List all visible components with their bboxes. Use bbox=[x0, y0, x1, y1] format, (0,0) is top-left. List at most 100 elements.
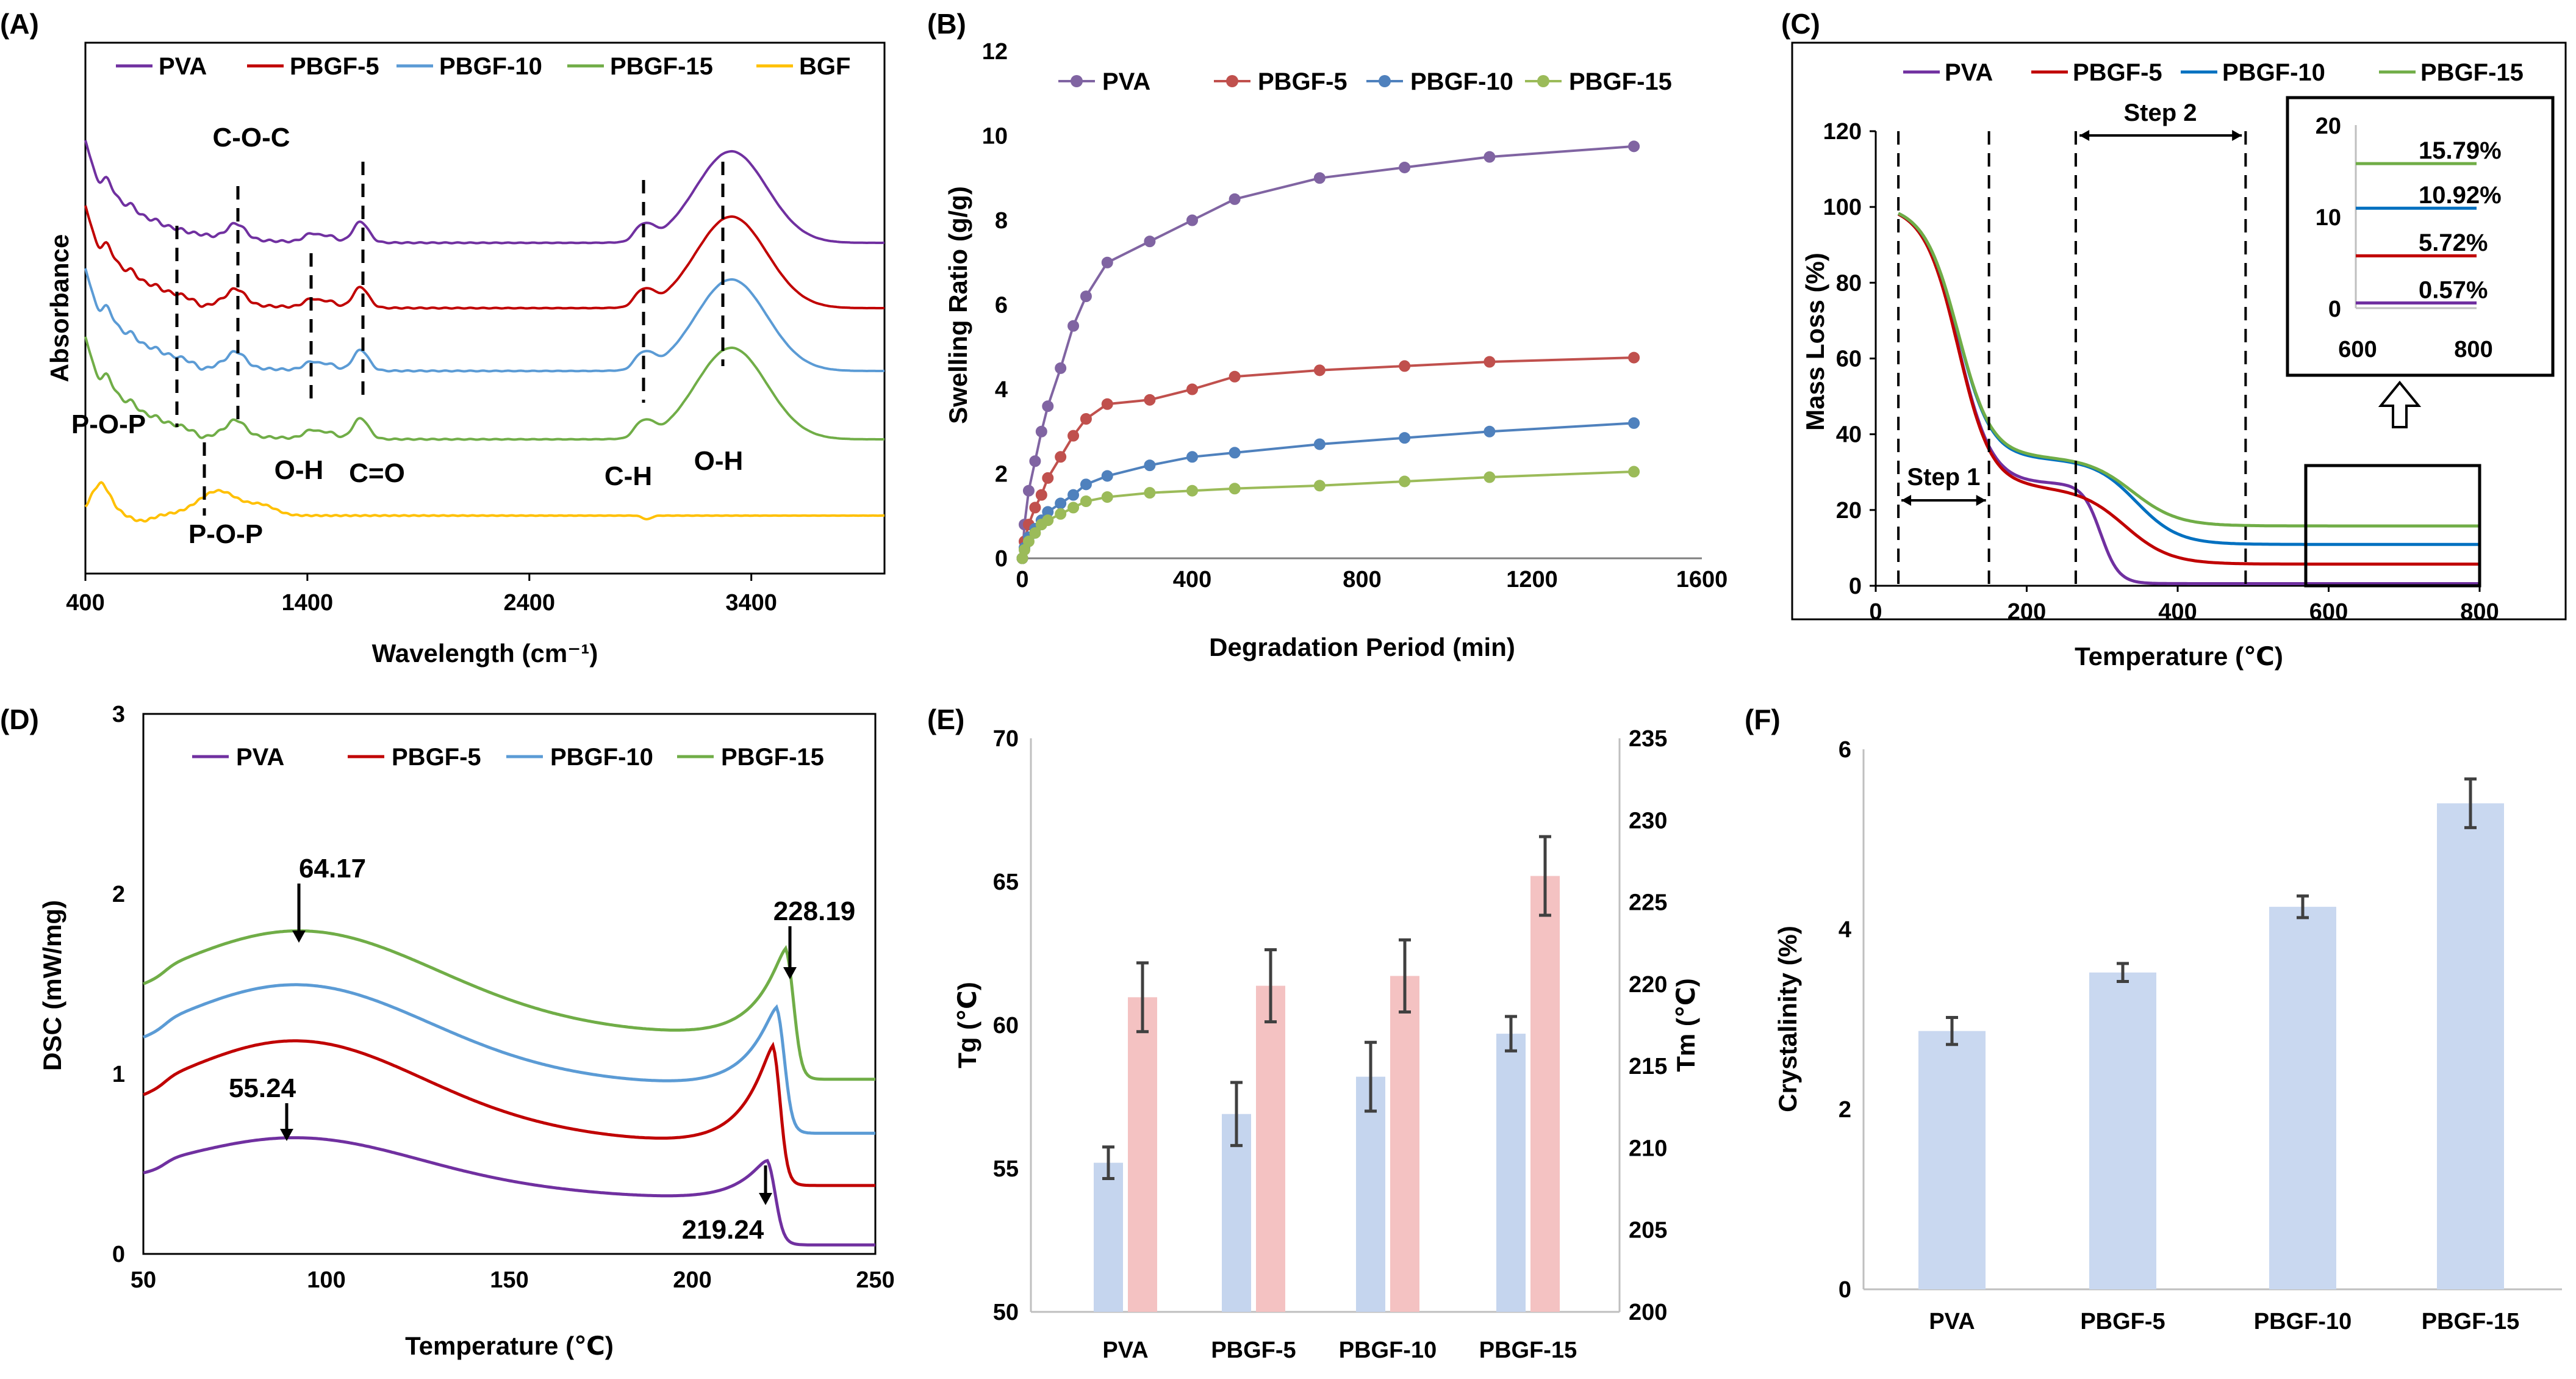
panel-a-legend-label: PVA bbox=[159, 53, 207, 80]
panel-a: (A) 400 1400 2400 3400 PVA PBGF-5 PBGF-10 PBGF… bbox=[0, 8, 886, 668]
panel-e-category-label: PBGF-10 bbox=[1339, 1338, 1437, 1363]
panel-b-y-tick-label: 0 bbox=[995, 546, 1008, 572]
panel-c-legend-label: PVA bbox=[1945, 59, 1993, 86]
panel-e-tg-bar bbox=[1496, 1034, 1526, 1312]
panel-a-legend-label: PBGF-5 bbox=[290, 53, 379, 80]
panel-e-bars: PVA PBGF-5 PBGF-10 PBGF-15 bbox=[1094, 835, 1577, 1363]
panel-f-y-tick-label: 4 bbox=[1839, 917, 1851, 943]
panel-c-inset-x-tick-label: 800 bbox=[2454, 337, 2492, 362]
panel-b-y-tick-label: 2 bbox=[995, 462, 1008, 488]
panel-c-legend: PVA PBGF-5 PBGF-10 PBGF-15 bbox=[1903, 59, 2524, 86]
panel-d-legend: PVA PBGF-5 PBGF-10 PBGF-15 bbox=[192, 744, 824, 771]
panel-b-point bbox=[1628, 351, 1640, 364]
panel-c-y-tick-label: 40 bbox=[1836, 422, 1862, 448]
panel-b-x-tick-label: 1600 bbox=[1676, 567, 1728, 592]
panel-e-y-axis-label: Tg (℃) bbox=[953, 982, 981, 1068]
panel-b-ticks: 0 400 800 1200 1600 0 2 4 6 8 10 12 bbox=[982, 39, 1728, 592]
panel-c-curve-pbgf-15 bbox=[1898, 212, 2478, 528]
panel-c-y-axis-label: Mass Loss (%) bbox=[1801, 253, 1829, 431]
panel-c-zoom-arrow-icon bbox=[2378, 380, 2422, 428]
panel-e-category-label: PBGF-15 bbox=[1479, 1338, 1577, 1363]
panel-b-point bbox=[1229, 447, 1241, 459]
panel-d-arrow-head bbox=[783, 967, 797, 979]
panel-b-point bbox=[1186, 383, 1198, 395]
panel-a-annotations: C-O-C P-O-P O-H C=O C-H O-H P-O-P bbox=[71, 123, 743, 549]
panel-b-legend-marker bbox=[1071, 75, 1083, 87]
panel-b-point bbox=[1628, 140, 1640, 153]
panel-b-point bbox=[1022, 484, 1035, 497]
panel-a-curve-pbgf-5 bbox=[84, 205, 884, 310]
panel-c-x-tick-label: 600 bbox=[2309, 599, 2348, 625]
panel-b-point bbox=[1144, 394, 1156, 406]
panel-e-y2-tick-label: 210 bbox=[1629, 1136, 1667, 1161]
panel-f-bar bbox=[2437, 803, 2504, 1289]
panel-c-inset-y-tick-label: 0 bbox=[2328, 297, 2341, 322]
panel-b-y-tick-label: 10 bbox=[982, 124, 1008, 149]
panel-f-bar bbox=[2089, 972, 2156, 1289]
panel-b-point bbox=[1029, 455, 1041, 467]
panel-c-y-tick-label: 80 bbox=[1836, 270, 1862, 296]
panel-b-legend: PVA PBGF-5 PBGF-10 PBGF-15 bbox=[1058, 68, 1672, 95]
panel-e-y2-tick-label: 215 bbox=[1629, 1054, 1667, 1079]
panel-e-group-pbgf-10: PBGF-10 bbox=[1339, 938, 1437, 1363]
panel-d-x-tick-label: 50 bbox=[131, 1267, 156, 1293]
panel-c-legend-label: PBGF-15 bbox=[2420, 59, 2524, 86]
panel-a-curve-pbgf-15 bbox=[84, 336, 884, 441]
panel-b-line bbox=[1021, 356, 1634, 559]
panel-e-y2-tick-label: 235 bbox=[1629, 726, 1667, 752]
panel-b-legend-label: PVA bbox=[1102, 68, 1150, 95]
panel-e-label: (E) bbox=[927, 704, 964, 735]
panel-d-legend-label: PVA bbox=[236, 744, 284, 771]
panel-f-group-pbgf-15: PBGF-15 bbox=[2422, 777, 2519, 1334]
panel-a-x-tick-label: 1400 bbox=[282, 590, 334, 616]
panel-b-point bbox=[1067, 489, 1080, 501]
panel-c-y-tick-label: 120 bbox=[1823, 119, 1862, 145]
panel-c-arrow-head bbox=[2079, 130, 2090, 141]
panel-c-legend-label: PBGF-5 bbox=[2073, 59, 2162, 86]
panel-c-step2-label: Step 2 bbox=[2124, 99, 2197, 126]
panel-b-point bbox=[1067, 430, 1080, 442]
panel-b-point bbox=[1484, 471, 1496, 483]
panel-e-tm-bar bbox=[1530, 876, 1560, 1312]
panel-b-point bbox=[1229, 483, 1241, 495]
panel-e-y2-tick-label: 230 bbox=[1629, 808, 1667, 834]
panel-e-group-pva: PVA bbox=[1094, 961, 1157, 1363]
panel-a-legend-label: BGF bbox=[799, 53, 850, 80]
panel-a-annotation: C=O bbox=[349, 458, 405, 488]
panel-b-point bbox=[1628, 417, 1640, 429]
panel-c-inset-y-tick-label: 10 bbox=[2316, 205, 2341, 231]
panel-b-point bbox=[1484, 356, 1496, 368]
panel-b-x-tick-label: 800 bbox=[1343, 567, 1381, 592]
panel-b-point bbox=[1035, 425, 1047, 437]
panel-e-category-label: PBGF-5 bbox=[1211, 1338, 1296, 1363]
panel-c-inset-frame bbox=[2286, 96, 2555, 377]
panel-b-line bbox=[1021, 422, 1634, 559]
panel-a-x-axis-label: Wavelength (cm⁻¹) bbox=[372, 639, 598, 668]
panel-b-point bbox=[1313, 364, 1326, 376]
panel-b-series-pbgf-10 bbox=[1016, 417, 1640, 564]
panel-b-point bbox=[1101, 398, 1113, 410]
panel-b-point bbox=[1186, 214, 1198, 226]
panel-b-point bbox=[1313, 172, 1326, 184]
panel-c-zoom-box bbox=[2304, 464, 2481, 588]
panel-b-x-tick-label: 400 bbox=[1173, 567, 1211, 592]
panel-b-point bbox=[1055, 497, 1067, 509]
panel-c-inset-value-label: 0.57% bbox=[2419, 276, 2488, 303]
panel-d-peak-label: 55.24 bbox=[229, 1073, 296, 1103]
panel-b-point bbox=[1186, 451, 1198, 463]
panel-b-point bbox=[1080, 495, 1092, 508]
panel-f-category-label: PBGF-5 bbox=[2080, 1309, 2165, 1334]
panel-f-y-tick-label: 2 bbox=[1839, 1097, 1851, 1123]
panel-b-legend-marker bbox=[1537, 75, 1549, 87]
panel-e-ticks: 50 55 60 65 70 200 205 210 215 220 225 230 235 bbox=[993, 726, 1668, 1325]
panel-d-curve-pbgf-10 bbox=[143, 983, 875, 1135]
panel-a-curves bbox=[84, 140, 885, 523]
panel-a-annotation: P-O-P bbox=[188, 519, 263, 549]
panel-f-category-label: PBGF-10 bbox=[2254, 1309, 2352, 1334]
panel-f-y-axis-label: Crystalinity (%) bbox=[1773, 926, 1802, 1112]
panel-c-x-tick-label: 400 bbox=[2158, 599, 2197, 625]
panel-d-x-axis-label: Temperature (℃) bbox=[405, 1331, 614, 1360]
panel-c-inset-value-label: 15.79% bbox=[2419, 137, 2502, 164]
